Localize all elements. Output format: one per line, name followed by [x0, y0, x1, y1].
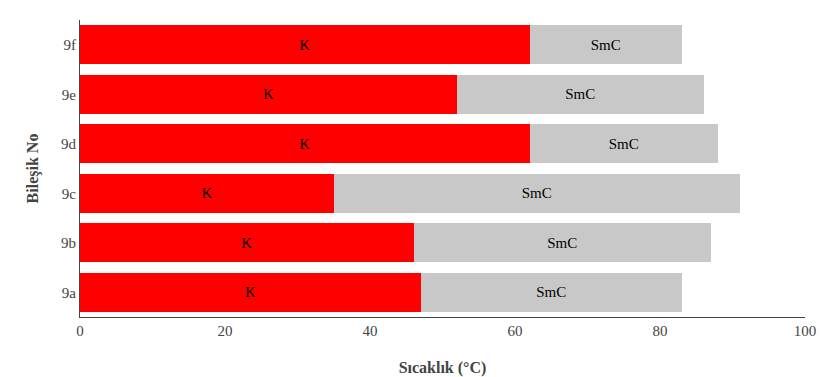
svg-text:Sıcaklık (°C): Sıcaklık (°C): [399, 359, 487, 377]
svg-text:40: 40: [363, 323, 378, 339]
svg-text:SmC: SmC: [522, 185, 552, 201]
svg-text:K: K: [201, 185, 212, 201]
svg-text:SmC: SmC: [565, 86, 595, 102]
svg-text:SmC: SmC: [547, 235, 577, 251]
svg-text:60: 60: [508, 323, 523, 339]
svg-text:100: 100: [794, 323, 817, 339]
svg-text:9d: 9d: [61, 136, 77, 152]
svg-text:K: K: [299, 37, 310, 53]
svg-text:9e: 9e: [62, 87, 77, 103]
svg-text:K: K: [245, 284, 256, 300]
svg-text:SmC: SmC: [536, 284, 566, 300]
svg-text:9b: 9b: [61, 235, 76, 251]
svg-text:0: 0: [76, 323, 84, 339]
svg-text:9f: 9f: [64, 37, 77, 53]
svg-text:20: 20: [218, 323, 233, 339]
svg-text:K: K: [241, 235, 252, 251]
svg-text:Bileşik No: Bileşik No: [24, 134, 42, 204]
svg-text:K: K: [263, 86, 274, 102]
svg-text:9c: 9c: [62, 186, 77, 202]
svg-text:9a: 9a: [62, 285, 77, 301]
svg-text:SmC: SmC: [609, 136, 639, 152]
svg-text:80: 80: [653, 323, 668, 339]
svg-text:SmC: SmC: [591, 37, 621, 53]
svg-text:K: K: [299, 136, 310, 152]
